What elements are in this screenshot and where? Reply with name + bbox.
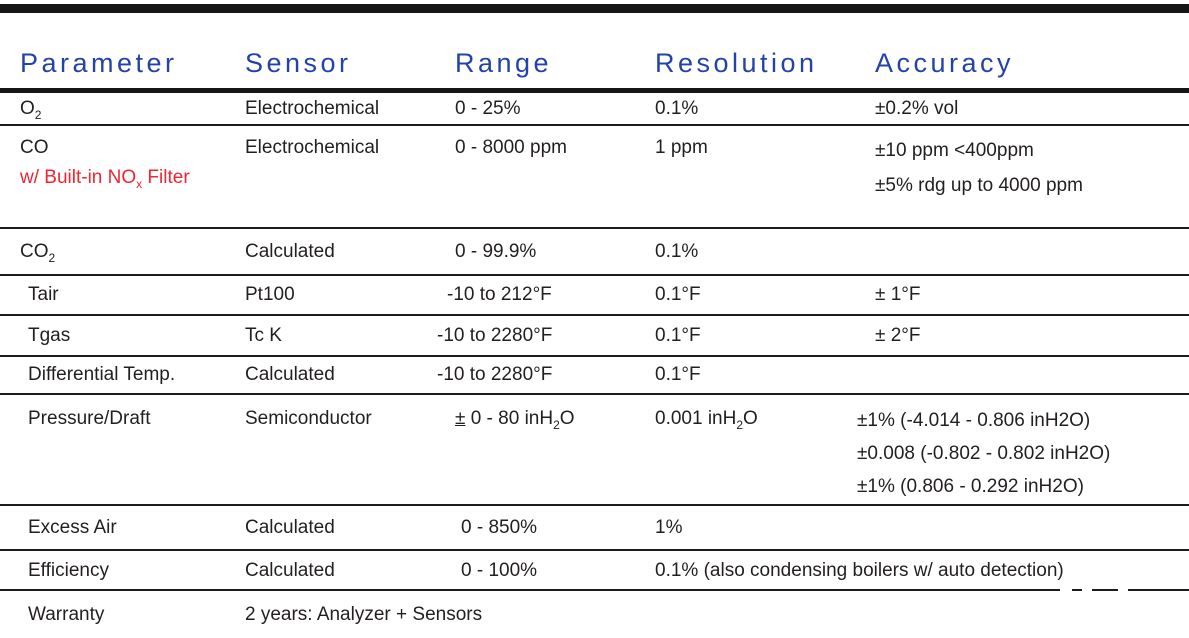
param-o2-subscript: 2: [34, 107, 42, 122]
table-header-row: Parameter Sensor Range Resolution Accura…: [0, 13, 1189, 93]
header-resolution: Resolution: [655, 48, 818, 78]
accuracy-tair: ± 1°F: [875, 284, 921, 305]
range-co2: 0 - 99.9%: [455, 240, 537, 262]
efficiency-bottom-rule: [0, 589, 1189, 591]
range-co: 0 - 8000 ppm: [455, 137, 567, 158]
param-co-note: w/ Built-in NOx Filter: [20, 163, 245, 194]
param-pressure: Pressure/Draft: [28, 408, 151, 429]
accuracy-pressure: ±1% (-4.014 - 0.806 inH2O) ±0.008 (-0.80…: [857, 395, 1189, 503]
param-o2-text: O: [20, 97, 35, 119]
sensor-tair: Pt100: [245, 284, 295, 305]
co-note-subscript: x: [136, 177, 143, 191]
table-row-excess-air: Excess Air Calculated 0 - 850% 1%: [0, 506, 1189, 551]
table-row-differential-temp: Differential Temp. Calculated -10 to 228…: [0, 357, 1189, 395]
accuracy-co-line2: ±5% rdg up to 4000 ppm: [875, 175, 1083, 196]
param-tair: Tair: [28, 284, 59, 305]
accuracy-o2: ±0.2% vol: [875, 97, 959, 119]
param-co2-text: CO: [20, 240, 49, 262]
accuracy-pressure-line3: ±1% (0.806 - 0.292 inH2O): [857, 476, 1084, 497]
resolution-pressure-suffix: O: [743, 408, 758, 429]
co-note-text: w/ Built-in NO: [20, 167, 137, 188]
header-range: Range: [455, 48, 553, 78]
range-pressure-text: 0 - 80 inH: [465, 408, 554, 429]
accuracy-pressure-line2: ±0.008 (-0.802 - 0.802 inH2O): [857, 443, 1111, 464]
table-row-co: CO w/ Built-in NOx Filter Electrochemica…: [0, 126, 1189, 229]
range-o2: 0 - 25%: [455, 97, 521, 119]
accuracy-pressure-line1: ±1% (-4.014 - 0.806 inH2O): [857, 410, 1091, 431]
plus-minus-underlined: ±: [455, 408, 466, 429]
range-pressure: ± 0 - 80 inH2O: [455, 395, 655, 435]
range-pressure-suffix: O: [559, 408, 575, 429]
sensor-o2: Electrochemical: [245, 97, 380, 119]
spec-table-page: Parameter Sensor Range Resolution Accura…: [0, 4, 1189, 638]
range-tair: -10 to 212°F: [447, 284, 552, 305]
param-co2-subscript: 2: [48, 250, 56, 265]
resolution-pressure-subscript: 2: [736, 418, 744, 432]
sensor-excess-air: Calculated: [245, 516, 335, 538]
param-tgas: Tgas: [28, 324, 71, 346]
sensor-pressure: Semiconductor: [245, 408, 372, 429]
warranty-value: 2 years: Analyzer + Sensors: [245, 603, 483, 625]
resolution-pressure: 0.001 inH2O: [655, 395, 875, 435]
resolution-difftemp: 0.1°F: [655, 364, 701, 385]
range-efficiency: 0 - 100%: [461, 560, 538, 581]
sensor-co2: Calculated: [245, 240, 335, 262]
sensor-difftemp: Calculated: [245, 364, 335, 385]
table-row-warranty: Warranty 2 years: Analyzer + Sensors: [0, 591, 1189, 638]
param-co2: CO2: [0, 240, 245, 265]
range-difftemp: -10 to 2280°F: [437, 364, 553, 385]
resolution-co: 1 ppm: [655, 137, 708, 158]
param-warranty: Warranty: [28, 603, 105, 625]
resolution-o2: 0.1%: [655, 97, 699, 119]
resolution-efficiency: 0.1% (also condensing boilers w/ auto de…: [655, 560, 1064, 581]
table-row-pressure-draft: Pressure/Draft Semiconductor ± 0 - 80 in…: [0, 395, 1189, 506]
param-efficiency: Efficiency: [28, 560, 109, 581]
resolution-pressure-text: 0.001 inH: [655, 408, 737, 429]
co-note-suffix: Filter: [142, 167, 190, 188]
header-sensor: Sensor: [245, 48, 352, 78]
range-excess-air: 0 - 850%: [461, 516, 538, 538]
param-co-text: CO: [20, 137, 49, 158]
header-accuracy: Accuracy: [875, 48, 1015, 78]
accuracy-co-line1: ±10 ppm <400ppm: [875, 140, 1034, 161]
sensor-tgas: Tc K: [245, 324, 282, 346]
top-rule: [0, 4, 1189, 13]
param-excess-air: Excess Air: [28, 516, 117, 538]
resolution-excess-air: 1%: [655, 516, 683, 538]
accuracy-co: ±10 ppm <400ppm ±5% rdg up to 4000 ppm: [875, 126, 1189, 203]
param-difftemp: Differential Temp.: [28, 364, 176, 385]
accuracy-tgas: ± 2°F: [875, 324, 921, 346]
sensor-efficiency: Calculated: [245, 560, 335, 581]
table-row-o2: O2 Electrochemical 0 - 25% 0.1% ±0.2% vo…: [0, 93, 1189, 126]
range-tgas: -10 to 2280°F: [437, 324, 553, 346]
resolution-tair: 0.1°F: [655, 284, 701, 305]
header-parameter: Parameter: [20, 48, 178, 78]
resolution-tgas: 0.1°F: [655, 324, 701, 346]
param-co: CO w/ Built-in NOx Filter: [0, 126, 245, 194]
table-row-co2: CO2 Calculated 0 - 99.9% 0.1%: [0, 229, 1189, 276]
table-row-tgas: Tgas Tc K -10 to 2280°F 0.1°F ± 2°F: [0, 316, 1189, 357]
param-o2: O2: [0, 97, 245, 122]
table-row-efficiency: Efficiency Calculated 0 - 100% 0.1% (als…: [0, 551, 1189, 591]
sensor-co: Electrochemical: [245, 137, 380, 158]
range-pressure-subscript: 2: [553, 418, 560, 432]
resolution-co2: 0.1%: [655, 240, 699, 262]
table-row-tair: Tair Pt100 -10 to 212°F 0.1°F ± 1°F: [0, 276, 1189, 316]
